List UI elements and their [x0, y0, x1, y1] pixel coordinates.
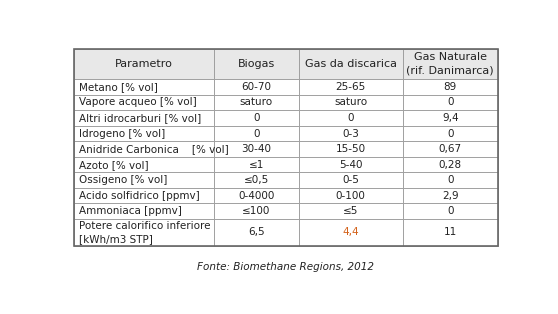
Bar: [299, 203, 402, 219]
Text: ≤0,5: ≤0,5: [244, 175, 269, 185]
Text: ≤100: ≤100: [242, 206, 271, 216]
Bar: [214, 141, 299, 157]
Text: 0: 0: [447, 175, 454, 185]
Bar: [299, 188, 402, 203]
Text: 0: 0: [447, 128, 454, 138]
Bar: [402, 219, 498, 246]
Bar: [402, 157, 498, 172]
Bar: [214, 188, 299, 203]
Bar: [402, 95, 498, 110]
Bar: [214, 126, 299, 141]
Text: ≤5: ≤5: [343, 206, 358, 216]
Text: 0,28: 0,28: [439, 160, 462, 170]
Bar: [214, 110, 299, 126]
Bar: [402, 79, 498, 95]
Bar: [214, 95, 299, 110]
Bar: [402, 172, 498, 188]
Bar: [74, 49, 214, 79]
Text: Ossigeno [% vol]: Ossigeno [% vol]: [79, 175, 167, 185]
Bar: [299, 126, 402, 141]
Text: Gas da discarica: Gas da discarica: [305, 59, 397, 69]
Bar: [74, 49, 498, 246]
Text: 0-4000: 0-4000: [238, 191, 275, 201]
Text: 0,67: 0,67: [439, 144, 462, 154]
Text: 0: 0: [253, 128, 259, 138]
Text: 15-50: 15-50: [335, 144, 365, 154]
Text: Azoto [% vol]: Azoto [% vol]: [79, 160, 149, 170]
Text: 6,5: 6,5: [248, 227, 264, 237]
Text: Ammoniaca [ppmv]: Ammoniaca [ppmv]: [79, 206, 182, 216]
Bar: [74, 188, 214, 203]
Text: 0: 0: [447, 206, 454, 216]
Text: Altri idrocarburi [% vol]: Altri idrocarburi [% vol]: [79, 113, 201, 123]
Bar: [299, 49, 402, 79]
Text: 0-100: 0-100: [336, 191, 365, 201]
Bar: [74, 219, 214, 246]
Text: saturo: saturo: [334, 97, 367, 107]
Text: ≤1: ≤1: [249, 160, 264, 170]
Bar: [214, 203, 299, 219]
Text: Fonte: Biomethane Regions, 2012: Fonte: Biomethane Regions, 2012: [198, 263, 374, 272]
Text: 0-5: 0-5: [342, 175, 359, 185]
Text: 5-40: 5-40: [339, 160, 362, 170]
Bar: [74, 157, 214, 172]
Bar: [74, 95, 214, 110]
Text: 89: 89: [444, 82, 457, 92]
Text: Parametro: Parametro: [115, 59, 173, 69]
Text: 2,9: 2,9: [442, 191, 459, 201]
Bar: [214, 79, 299, 95]
Text: 11: 11: [444, 227, 457, 237]
Text: 4,4: 4,4: [342, 227, 359, 237]
Bar: [299, 79, 402, 95]
Bar: [214, 49, 299, 79]
Bar: [74, 141, 214, 157]
Bar: [402, 126, 498, 141]
Text: Metano [% vol]: Metano [% vol]: [79, 82, 158, 92]
Text: Gas Naturale
(rif. Danimarca): Gas Naturale (rif. Danimarca): [406, 52, 494, 76]
Bar: [214, 219, 299, 246]
Bar: [214, 157, 299, 172]
Text: Acido solfidrico [ppmv]: Acido solfidrico [ppmv]: [79, 191, 200, 201]
Text: Potere calorifico inferiore
[kWh/m3 STP]: Potere calorifico inferiore [kWh/m3 STP]: [79, 221, 211, 244]
Text: 0: 0: [347, 113, 354, 123]
Bar: [299, 172, 402, 188]
Text: 0: 0: [253, 113, 259, 123]
Text: Anidride Carbonica    [% vol]: Anidride Carbonica [% vol]: [79, 144, 229, 154]
Bar: [299, 219, 402, 246]
Bar: [74, 110, 214, 126]
Text: 0: 0: [447, 97, 454, 107]
Bar: [402, 188, 498, 203]
Text: 25-65: 25-65: [335, 82, 365, 92]
Text: 0-3: 0-3: [342, 128, 359, 138]
Bar: [74, 172, 214, 188]
Bar: [299, 110, 402, 126]
Bar: [402, 141, 498, 157]
Bar: [74, 203, 214, 219]
Bar: [402, 110, 498, 126]
Bar: [74, 79, 214, 95]
Text: Idrogeno [% vol]: Idrogeno [% vol]: [79, 128, 166, 138]
Text: 9,4: 9,4: [442, 113, 459, 123]
Bar: [402, 49, 498, 79]
Bar: [214, 172, 299, 188]
Bar: [299, 95, 402, 110]
Text: Vapore acqueo [% vol]: Vapore acqueo [% vol]: [79, 97, 197, 107]
Bar: [402, 203, 498, 219]
Bar: [299, 157, 402, 172]
Bar: [74, 126, 214, 141]
Text: 30-40: 30-40: [241, 144, 271, 154]
Bar: [299, 141, 402, 157]
Text: 60-70: 60-70: [241, 82, 271, 92]
Text: Biogas: Biogas: [238, 59, 275, 69]
Text: saturo: saturo: [240, 97, 273, 107]
